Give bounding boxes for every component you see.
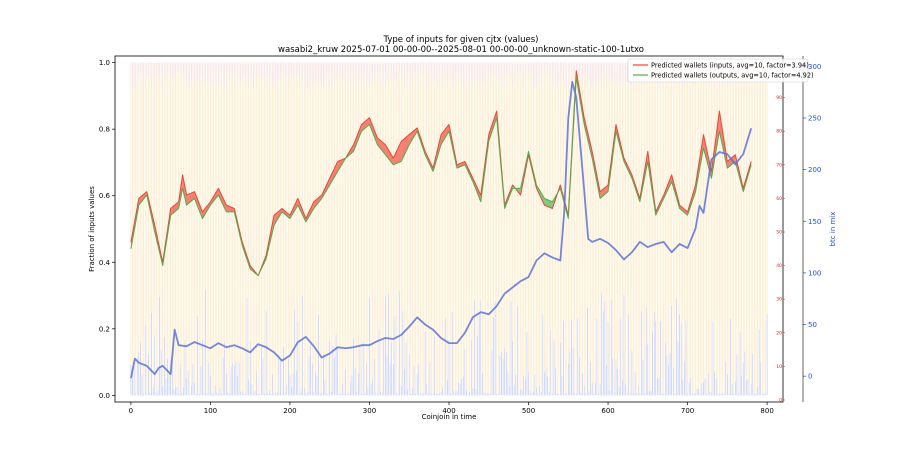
red-tick-label: 60 [776, 196, 782, 202]
fill-segment [194, 191, 203, 219]
x-tick-label: 400 [442, 407, 455, 415]
red-tick-label: 30 [776, 297, 782, 303]
background-bars [130, 62, 768, 396]
fill-segment [218, 188, 227, 212]
legend-label-outputs: Predicted wallets (outputs, avg=10, fact… [651, 72, 814, 80]
x-tick-label: 600 [601, 407, 614, 415]
legend: Predicted wallets (inputs, avg=10, facto… [627, 58, 814, 83]
y-tick-label: 0.8 [99, 126, 110, 134]
fill-segment [329, 161, 338, 185]
fill-segment [727, 154, 736, 169]
y-tick-label: 0.6 [99, 192, 111, 200]
chart-title: Type of inputs for given cjtx (values) [383, 35, 539, 45]
red-tick-label: 40 [776, 263, 782, 269]
x-axis: 0 100 200 300 400 500 600 700 800 [129, 402, 774, 415]
series-line-outputs [130, 76, 752, 277]
red-tick-label: 70 [776, 162, 782, 168]
fill-segment [600, 184, 609, 199]
fill-segment [441, 124, 449, 145]
fill-segment [353, 124, 362, 152]
fill-segment [456, 161, 465, 169]
blue-tick-label: 100 [808, 269, 821, 277]
fill-segment [282, 208, 290, 219]
x-tick-label: 200 [283, 407, 296, 415]
y-axis-right-label: btc in mix [829, 212, 837, 247]
fill-segment [186, 191, 195, 206]
x-tick-label: 800 [760, 407, 773, 415]
blue-tick-label: 50 [808, 321, 817, 329]
red-tick-label: 50 [776, 230, 782, 236]
red-tick-label: 0 [779, 398, 782, 404]
fill-segment [170, 201, 179, 216]
blue-tick-label: 0 [808, 373, 812, 381]
fill-segment [138, 191, 147, 206]
fill-segment [393, 141, 402, 165]
fill-segment [313, 195, 322, 209]
x-tick-label: 500 [522, 407, 535, 415]
fill-segment [369, 117, 378, 145]
blue-tick-label: 250 [808, 114, 821, 122]
y-tick-label: 0.0 [99, 392, 110, 400]
blue-tick-label: 300 [808, 63, 821, 71]
y-axis-left: 0.0 0.2 0.4 0.6 0.8 1.0 [99, 59, 115, 400]
series-line-inputs [130, 70, 752, 277]
x-tick-label: 700 [681, 407, 694, 415]
x-tick-label: 300 [363, 407, 376, 415]
y-tick-label: 0.2 [99, 325, 110, 333]
legend-label-inputs: Predicted wallets (inputs, avg=10, facto… [651, 62, 809, 70]
fill-segment [361, 117, 370, 132]
y-axis-red: 0 10 20 30 40 50 60 70 80 90 [776, 95, 785, 404]
fill-segment [401, 134, 410, 162]
y-axis-right: 0 50 100 150 200 250 300 [802, 56, 821, 402]
red-tick-label: 90 [776, 95, 782, 101]
fill-segment [226, 205, 235, 212]
blue-tick-label: 200 [808, 166, 821, 174]
fill-segment [679, 205, 688, 216]
chart-subtitle: wasabi2_kruw 2025-07-01 00-00-00--2025-0… [278, 45, 644, 55]
red-tick-label: 20 [776, 330, 782, 336]
y-tick-label: 1.0 [99, 59, 110, 67]
blue-tick-label: 150 [808, 218, 821, 226]
fill-segment [488, 111, 497, 142]
y-axis-label: Fraction of inputs values [88, 186, 96, 272]
fill-segment [377, 137, 386, 155]
series-line-btc-in-mix [130, 80, 753, 379]
x-axis-label: Coinjoin in time [422, 413, 477, 421]
x-tick-label: 100 [204, 407, 217, 415]
series-lines [130, 70, 753, 379]
red-tick-label: 10 [776, 364, 782, 370]
red-tick-label: 80 [776, 129, 782, 135]
y-tick-label: 0.4 [99, 259, 111, 267]
fill-segment [385, 144, 394, 165]
x-tick-label: 0 [129, 407, 133, 415]
legend-box [627, 58, 809, 83]
